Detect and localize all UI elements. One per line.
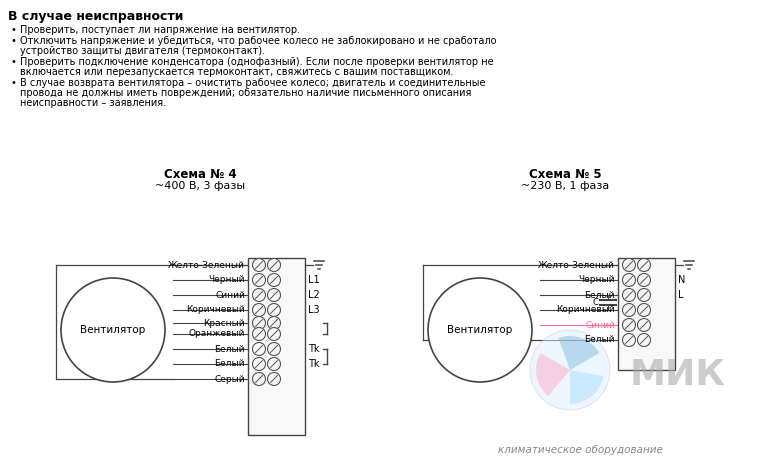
Circle shape bbox=[622, 274, 635, 286]
Text: L1: L1 bbox=[308, 275, 320, 285]
Bar bbox=[248, 258, 305, 435]
Text: Оранжевый: Оранжевый bbox=[189, 330, 245, 339]
Text: В случае неисправности: В случае неисправности bbox=[8, 10, 183, 23]
Circle shape bbox=[253, 327, 266, 341]
Text: климатическое оборудование: климатическое оборудование bbox=[498, 445, 662, 455]
Circle shape bbox=[268, 304, 281, 316]
Text: N: N bbox=[678, 275, 686, 285]
Circle shape bbox=[268, 342, 281, 355]
Text: ~230 В, 1 фаза: ~230 В, 1 фаза bbox=[521, 181, 609, 191]
Circle shape bbox=[268, 288, 281, 302]
Circle shape bbox=[268, 372, 281, 386]
Text: Белый: Белый bbox=[215, 344, 245, 353]
Wedge shape bbox=[570, 370, 603, 404]
Circle shape bbox=[638, 319, 651, 332]
Text: Черный: Черный bbox=[578, 276, 615, 285]
Circle shape bbox=[253, 358, 266, 370]
Circle shape bbox=[530, 330, 610, 410]
Text: •: • bbox=[10, 36, 16, 46]
Text: Белый: Белый bbox=[584, 291, 615, 300]
Text: Проверить подключение конденсатора (однофазный). Если после проверки вентилятор : Проверить подключение конденсатора (одно… bbox=[20, 57, 494, 67]
Text: провода не должны иметь повреждений; обязательно наличие письменного описания: провода не должны иметь повреждений; обя… bbox=[20, 88, 471, 98]
Circle shape bbox=[268, 327, 281, 341]
Circle shape bbox=[268, 358, 281, 370]
Circle shape bbox=[253, 342, 266, 355]
Circle shape bbox=[622, 304, 635, 316]
Circle shape bbox=[638, 304, 651, 316]
Circle shape bbox=[638, 288, 651, 302]
Circle shape bbox=[253, 372, 266, 386]
Text: L3: L3 bbox=[308, 305, 320, 315]
Text: устройство защиты двигателя (термоконтакт).: устройство защиты двигателя (термоконтак… bbox=[20, 46, 265, 56]
Text: включается или перезапускается термоконтакт, свяжитесь с вашим поставщиком.: включается или перезапускается термоконт… bbox=[20, 67, 454, 77]
Wedge shape bbox=[559, 336, 600, 370]
Circle shape bbox=[268, 258, 281, 272]
Text: L2: L2 bbox=[308, 290, 320, 300]
Circle shape bbox=[253, 288, 266, 302]
Circle shape bbox=[268, 316, 281, 330]
Text: Синий: Синий bbox=[215, 291, 245, 300]
Circle shape bbox=[428, 278, 532, 382]
Text: Серый: Серый bbox=[215, 374, 245, 383]
Circle shape bbox=[638, 274, 651, 286]
Text: Вентилятор: Вентилятор bbox=[447, 325, 513, 335]
Text: Схема № 4: Схема № 4 bbox=[164, 168, 237, 181]
Text: Желто-Зеленый: Желто-Зеленый bbox=[538, 260, 615, 269]
Text: Отключить напряжение и убедиться, что рабочее колесо не заблокировано и не срабо: Отключить напряжение и убедиться, что ра… bbox=[20, 36, 496, 46]
Text: •: • bbox=[10, 25, 16, 35]
Circle shape bbox=[253, 316, 266, 330]
Text: L: L bbox=[678, 290, 683, 300]
Bar bbox=[618, 258, 675, 370]
Text: В случае возврата вентилятора – очистить рабочее колесо; двигатель и соединитель: В случае возврата вентилятора – очистить… bbox=[20, 78, 486, 88]
Text: •: • bbox=[10, 57, 16, 67]
Text: Белый: Белый bbox=[584, 335, 615, 344]
Circle shape bbox=[61, 278, 165, 382]
Text: Красный: Красный bbox=[203, 319, 245, 327]
Text: Коричневый: Коричневый bbox=[186, 305, 245, 314]
Text: Коричневый: Коричневый bbox=[556, 305, 615, 314]
Wedge shape bbox=[536, 353, 570, 396]
Text: ~400 В, 3 фазы: ~400 В, 3 фазы bbox=[155, 181, 245, 191]
Text: Синий: Синий bbox=[585, 321, 615, 330]
Circle shape bbox=[253, 258, 266, 272]
Circle shape bbox=[622, 288, 635, 302]
Text: Проверить, поступает ли напряжение на вентилятор.: Проверить, поступает ли напряжение на ве… bbox=[20, 25, 300, 35]
Circle shape bbox=[638, 258, 651, 272]
Circle shape bbox=[622, 319, 635, 332]
Circle shape bbox=[253, 304, 266, 316]
Text: Вентилятор: Вентилятор bbox=[81, 325, 145, 335]
Text: Белый: Белый bbox=[215, 360, 245, 369]
Circle shape bbox=[268, 274, 281, 286]
Circle shape bbox=[622, 258, 635, 272]
Circle shape bbox=[622, 333, 635, 346]
Text: C: C bbox=[592, 298, 598, 307]
Text: Черный: Черный bbox=[209, 276, 245, 285]
Text: Tk: Tk bbox=[308, 359, 320, 369]
Circle shape bbox=[253, 274, 266, 286]
Text: Желто-Зеленый: Желто-Зеленый bbox=[168, 260, 245, 269]
Text: Tk: Tk bbox=[308, 344, 320, 354]
Circle shape bbox=[638, 333, 651, 346]
Text: неисправности – заявления.: неисправности – заявления. bbox=[20, 98, 166, 108]
Text: •: • bbox=[10, 78, 16, 88]
Text: МИК: МИК bbox=[630, 358, 726, 392]
Text: Схема № 5: Схема № 5 bbox=[529, 168, 601, 181]
